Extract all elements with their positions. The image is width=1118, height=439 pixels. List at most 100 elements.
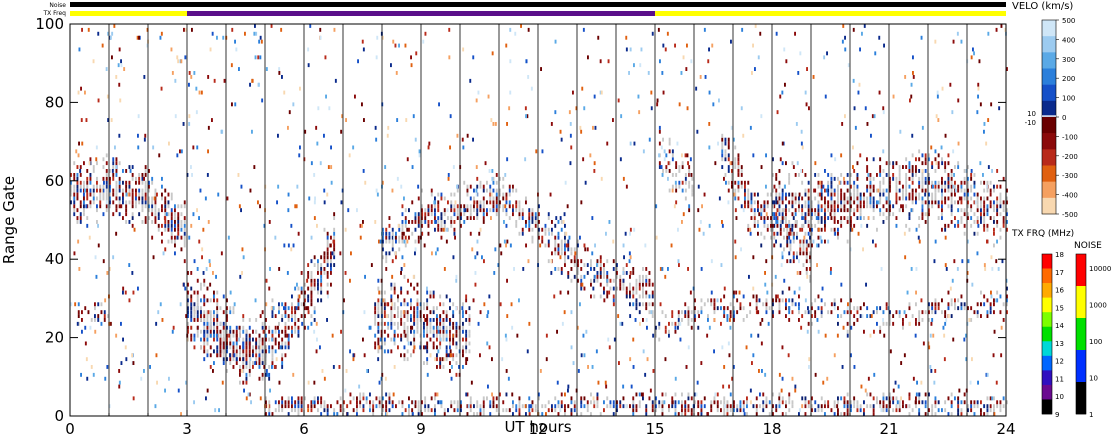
data-cell [744, 197, 746, 201]
data-cell [455, 200, 457, 204]
data-cell [659, 59, 661, 63]
data-cell [145, 189, 147, 193]
data-cell [886, 302, 888, 306]
data-cell [915, 396, 917, 400]
data-cell [424, 408, 426, 412]
data-cell [77, 165, 79, 169]
data-cell [912, 173, 914, 177]
data-cell [437, 326, 439, 330]
data-cell [402, 220, 404, 224]
data-cell [725, 173, 727, 177]
data-cell [278, 400, 280, 404]
data-cell [454, 408, 456, 412]
data-cell [502, 400, 504, 404]
data-cell [593, 267, 595, 271]
data-cell [353, 357, 355, 361]
data-cell [688, 314, 690, 318]
data-cell [597, 396, 599, 400]
data-cell [465, 342, 467, 346]
data-cell [433, 295, 435, 299]
data-cell [756, 408, 758, 412]
data-cell [404, 357, 406, 361]
data-cell [581, 87, 583, 91]
data-cell [320, 404, 322, 408]
data-cell [267, 373, 269, 377]
data-cell [390, 349, 392, 353]
data-cell [524, 157, 526, 161]
data-cell [886, 197, 888, 201]
data-cell [750, 126, 752, 130]
data-cell [222, 36, 224, 40]
data-cell [805, 216, 807, 220]
data-cell [168, 193, 170, 197]
data-cell [400, 353, 402, 357]
data-cell [983, 208, 985, 212]
data-cell [853, 400, 855, 404]
data-cell [238, 173, 240, 177]
data-cell [900, 361, 902, 365]
data-cell [535, 212, 537, 216]
data-cell [476, 216, 478, 220]
data-cell [406, 228, 408, 232]
data-cell [945, 236, 947, 240]
data-cell [478, 322, 480, 326]
data-cell [446, 349, 448, 353]
data-cell [632, 295, 634, 299]
data-cell [115, 75, 117, 79]
data-cell [259, 338, 261, 342]
data-cell [441, 236, 443, 240]
data-cell [717, 306, 719, 310]
data-cell [649, 279, 651, 283]
data-cell [174, 251, 176, 255]
data-cell [272, 353, 274, 357]
data-cell [246, 357, 248, 361]
data-cell [847, 220, 849, 224]
data-cell [331, 181, 333, 185]
data-cell [614, 338, 616, 342]
data-cell [998, 106, 1000, 110]
data-cell [866, 204, 868, 208]
data-cell [870, 177, 872, 181]
data-cell [782, 200, 784, 204]
data-cell [977, 302, 979, 306]
data-cell [990, 193, 992, 197]
data-cell [275, 326, 277, 330]
data-cell [377, 330, 379, 334]
data-cell [721, 157, 723, 161]
data-cell [683, 212, 685, 216]
data-cell [879, 212, 881, 216]
data-cell [980, 216, 982, 220]
data-cell [408, 412, 410, 416]
data-cell [115, 232, 117, 236]
data-cell [743, 404, 745, 408]
data-cell [775, 298, 777, 302]
data-cell [853, 212, 855, 216]
data-cell [510, 244, 512, 248]
data-cell [564, 263, 566, 267]
data-cell [764, 204, 766, 208]
data-cell [374, 306, 376, 310]
data-cell [364, 275, 366, 279]
data-cell [266, 279, 268, 283]
data-cell [951, 302, 953, 306]
data-cell [760, 212, 762, 216]
data-cell [793, 216, 795, 220]
data-cell [723, 295, 725, 299]
data-cell [866, 224, 868, 228]
data-cell [806, 255, 808, 259]
data-cell [754, 193, 756, 197]
data-cell [423, 326, 425, 330]
data-cell [973, 51, 975, 55]
data-cell [935, 197, 937, 201]
data-cell [813, 189, 815, 193]
data-cell [738, 197, 740, 201]
data-cell [561, 251, 563, 255]
data-cell [125, 189, 127, 193]
data-cell [196, 110, 198, 114]
data-cell [941, 189, 943, 193]
data-cell [340, 404, 342, 408]
data-cell [662, 400, 664, 404]
data-cell [181, 228, 183, 232]
data-cell [873, 157, 875, 161]
data-cell [489, 345, 491, 349]
